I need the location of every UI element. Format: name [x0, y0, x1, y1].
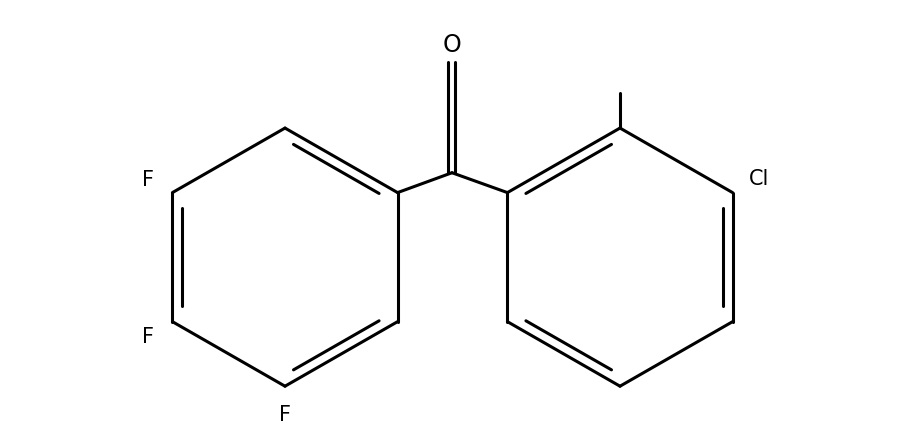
Text: F: F: [142, 169, 154, 189]
Text: F: F: [278, 404, 290, 424]
Text: O: O: [442, 33, 460, 57]
Text: F: F: [142, 326, 154, 346]
Text: Cl: Cl: [747, 168, 768, 188]
